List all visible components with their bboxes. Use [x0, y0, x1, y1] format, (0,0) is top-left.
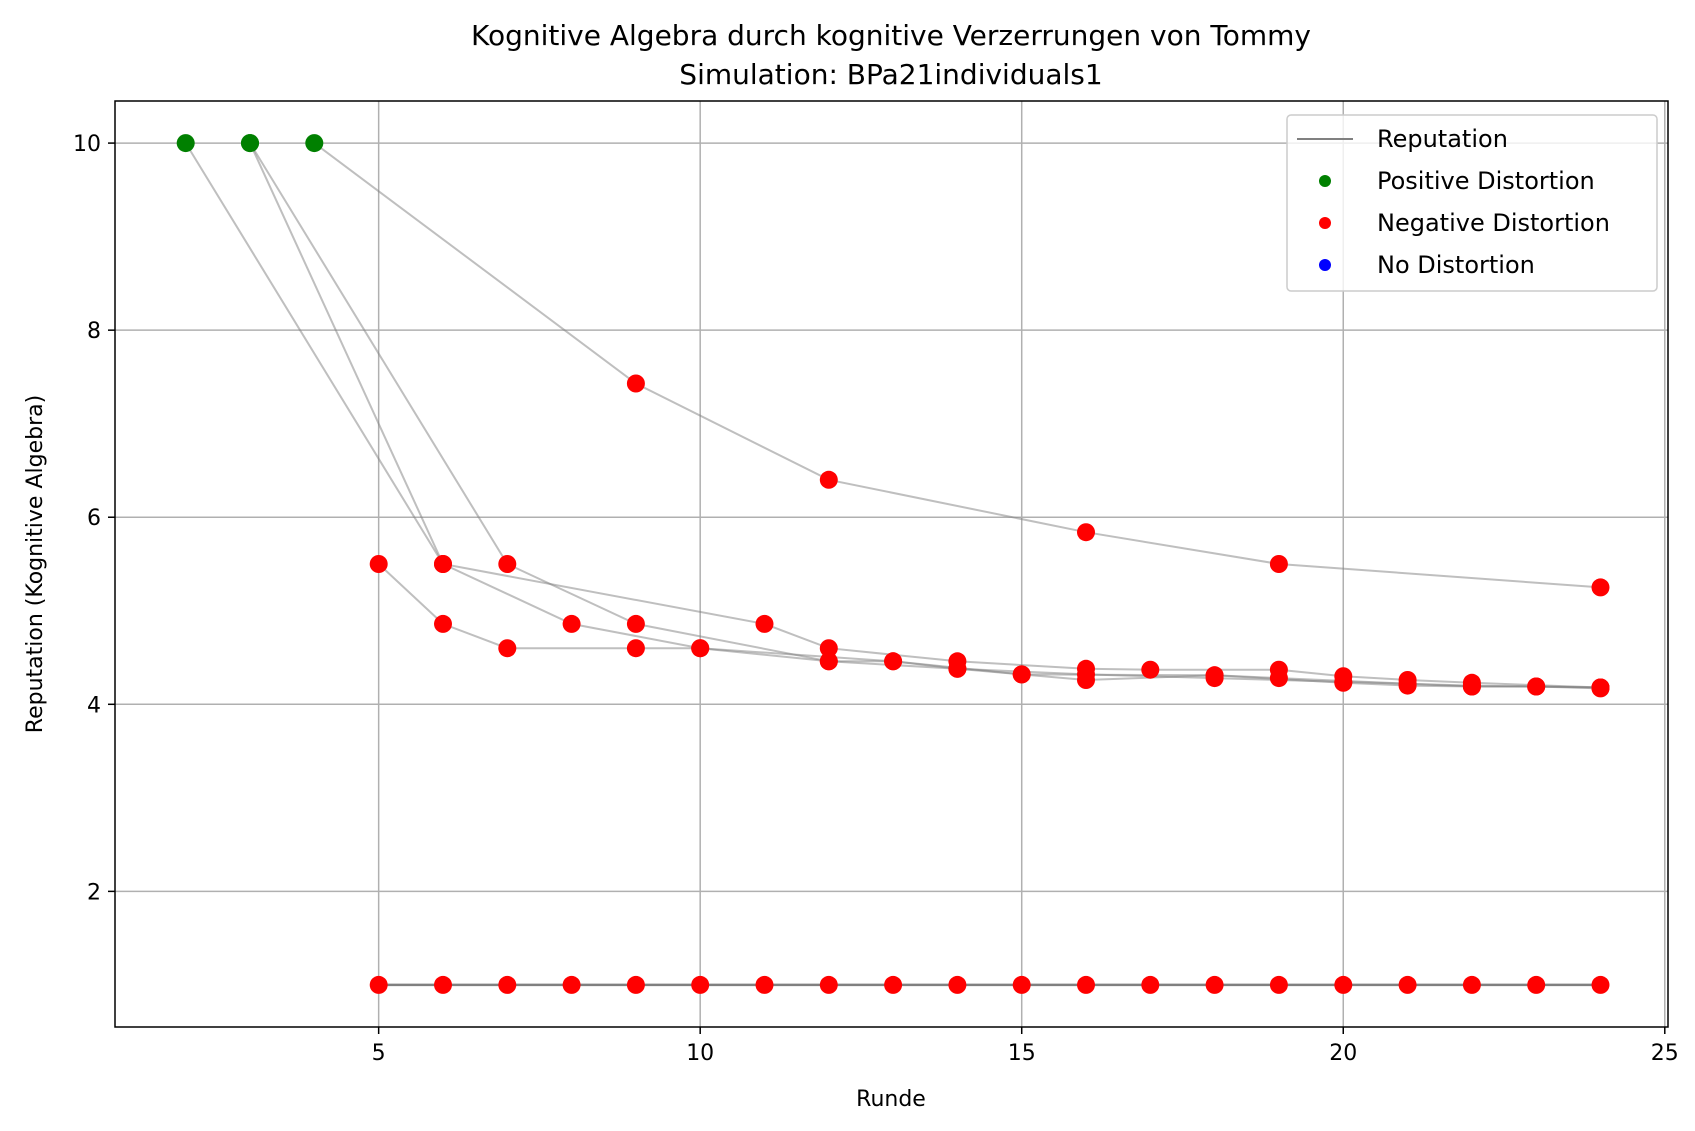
negative-distortion-point [691, 639, 710, 658]
x-axis: 5 10 15 20 25 [372, 1027, 1679, 1066]
negative-distortion-point [1334, 673, 1353, 692]
negative-distortion-point [948, 975, 967, 994]
legend-marker-swatch [1319, 259, 1331, 271]
negative-distortion-point [1205, 975, 1224, 994]
data-points [176, 134, 1610, 994]
negative-distortion-point [562, 614, 581, 633]
y-tick-label: 2 [87, 880, 101, 905]
negative-distortion-point [1077, 975, 1095, 994]
legend-marker-swatch [1319, 217, 1331, 229]
negative-distortion-point [1077, 523, 1095, 542]
negative-distortion-point [498, 975, 517, 994]
reputation-line [184, 142, 1601, 689]
positive-distortion-point [305, 134, 324, 153]
series-lines [184, 142, 1601, 987]
negative-distortion-point [948, 659, 967, 678]
y-axis-label: Reputation (Kognitive Algebra) [23, 395, 48, 733]
y-axis: 2 4 6 8 10 [73, 132, 115, 905]
chart-title: Kognitive Algebra durch kognitive Verzer… [471, 19, 1311, 52]
negative-distortion-point [1077, 671, 1095, 689]
x-tick-label: 15 [1008, 1041, 1036, 1066]
negative-distortion-point [1462, 975, 1481, 994]
negative-distortion-point [369, 975, 388, 994]
negative-distortion-point [691, 975, 710, 994]
negative-distortion-point [1398, 975, 1417, 994]
plot-frame [114, 100, 1669, 1028]
negative-distortion-point [562, 975, 581, 994]
negative-distortion-point [369, 555, 388, 573]
x-tick-label: 20 [1329, 1041, 1357, 1066]
negative-distortion-point [1205, 666, 1224, 685]
negative-distortion-point [498, 555, 517, 573]
legend-marker-swatch [1319, 175, 1331, 187]
negative-distortion-point [1012, 665, 1031, 684]
negative-distortion-point [1591, 578, 1610, 597]
legend-box [1286, 114, 1658, 292]
negative-distortion-point [819, 975, 838, 994]
negative-distortion-point [1141, 660, 1160, 679]
y-tick-label: 4 [87, 693, 101, 718]
negative-distortion-point [626, 614, 645, 633]
negative-distortion-point [1398, 676, 1417, 695]
negative-distortion-point [1012, 975, 1031, 994]
legend-label: Positive Distortion [1377, 167, 1595, 195]
legend-label: Negative Distortion [1377, 209, 1610, 237]
negative-distortion-point [1269, 555, 1288, 573]
negative-distortion-point [819, 639, 838, 658]
negative-distortion-point [498, 639, 517, 658]
negative-distortion-point [1141, 975, 1160, 994]
negative-distortion-point [884, 975, 903, 994]
y-tick-label: 6 [87, 506, 101, 531]
negative-distortion-point [819, 652, 838, 671]
legend-label: No Distortion [1377, 251, 1535, 279]
negative-distortion-point [626, 975, 645, 994]
negative-distortion-point [755, 614, 774, 633]
negative-distortion-point [626, 374, 645, 393]
negative-distortion-point [1591, 975, 1610, 994]
negative-distortion-point [1462, 677, 1481, 696]
negative-distortion-point [755, 975, 774, 994]
x-axis-label: Runde [856, 1087, 926, 1112]
negative-distortion-point [1527, 677, 1546, 696]
positive-distortion-point [241, 134, 259, 153]
negative-distortion-point [434, 614, 452, 633]
negative-distortion-point [434, 555, 452, 573]
negative-distortion-point [434, 975, 452, 994]
negative-distortion-point [626, 639, 645, 658]
x-tick-label: 10 [686, 1041, 714, 1066]
x-tick-label: 25 [1651, 1041, 1679, 1066]
chart-subtitle: Simulation: BPa21individuals1 [679, 58, 1102, 91]
legend-label: Reputation [1377, 125, 1508, 153]
reputation-line [313, 142, 1601, 589]
x-tick-label: 5 [372, 1041, 386, 1066]
negative-distortion-point [819, 470, 838, 489]
y-tick-label: 8 [87, 319, 101, 344]
positive-distortion-point [176, 134, 195, 153]
negative-distortion-point [884, 652, 903, 671]
negative-distortion-point [1269, 660, 1288, 679]
y-tick-label: 10 [73, 132, 101, 157]
legend: Reputation Positive Distortion Negative Di… [1286, 114, 1658, 292]
negative-distortion-point [1527, 975, 1546, 994]
negative-distortion-point [1334, 975, 1353, 994]
negative-distortion-point [1269, 975, 1288, 994]
negative-distortion-point [1591, 679, 1610, 698]
